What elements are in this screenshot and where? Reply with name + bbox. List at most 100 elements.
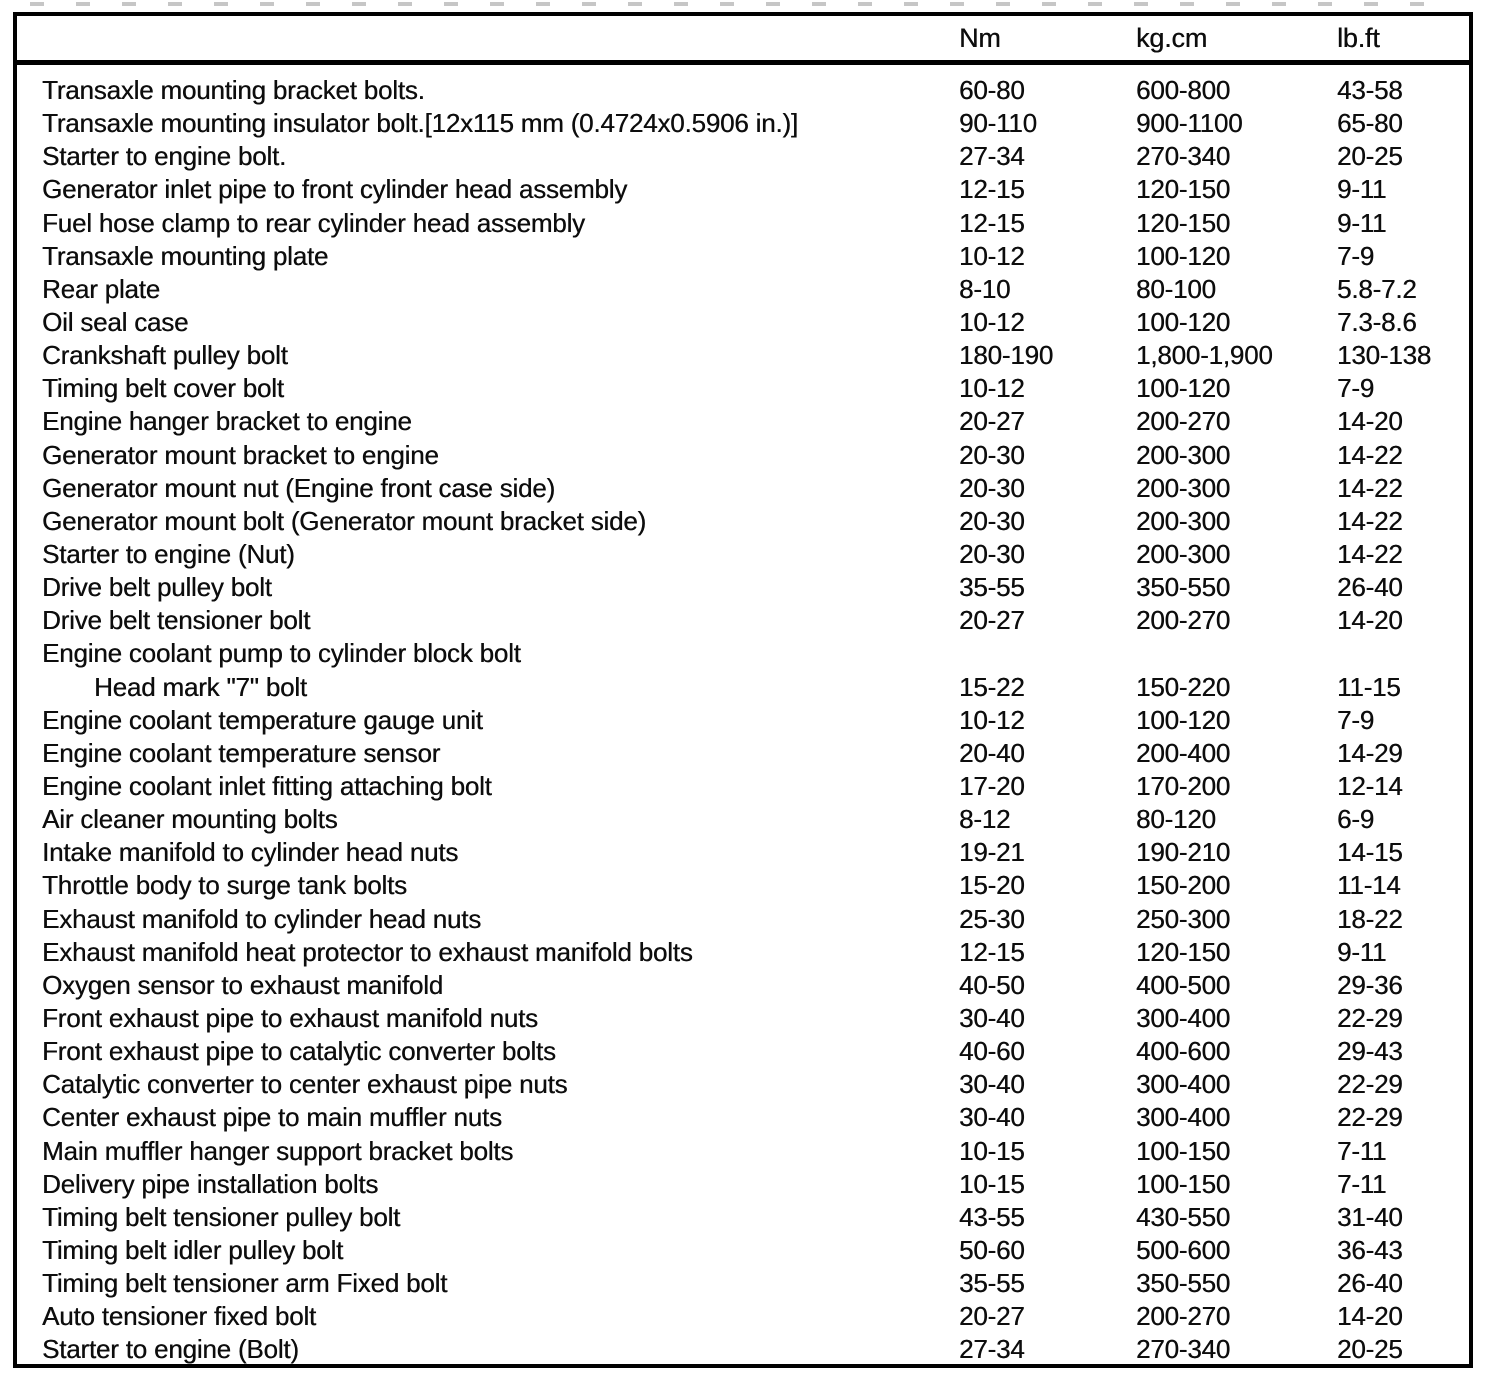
column-header-kgcm: kg.cm <box>1136 22 1208 53</box>
torque-spec-table: Nm kg.cm lb.ft Transaxle mounting bracke… <box>13 12 1473 1368</box>
cell-lbft: 43-58 <box>1337 75 1403 105</box>
cell-item: Oil seal case <box>42 306 189 337</box>
cell-kgcm: 300-400 <box>1136 1069 1231 1100</box>
cell-nm: 10-12 <box>959 306 1025 337</box>
cell-kgcm: 100-150 <box>1136 1168 1231 1199</box>
cell-kgcm: 200-400 <box>1136 737 1231 768</box>
cell-kgcm: 200-300 <box>1136 439 1231 470</box>
cell-kgcm: 200-300 <box>1136 538 1231 569</box>
cell-lbft: 20-25 <box>1337 141 1403 172</box>
cell-kgcm: 150-220 <box>1136 671 1231 702</box>
cell-kgcm: 120-150 <box>1136 174 1231 205</box>
cell-item: Generator mount bracket to engine <box>42 439 439 470</box>
cell-lbft: 14-20 <box>1337 605 1403 636</box>
cell-kgcm: 400-500 <box>1136 969 1231 1000</box>
cell-lbft: 20-25 <box>1337 1334 1403 1365</box>
table-row: Main muffler hanger support bracket bolt… <box>17 1135 1469 1168</box>
cell-lbft: 26-40 <box>1337 572 1403 603</box>
cell-item: Starter to engine bolt. <box>42 141 286 172</box>
cell-nm: 27-34 <box>959 1334 1025 1365</box>
table-row: Starter to engine bolt. 27-34 270-340 20-25 <box>17 140 1469 173</box>
cell-kgcm: 170-200 <box>1136 770 1231 801</box>
table-row: Rear plate 8-10 80-100 5.8-7.2 <box>17 273 1469 306</box>
cell-kgcm: 430-550 <box>1136 1201 1231 1232</box>
cell-nm: 20-27 <box>959 605 1025 636</box>
table-row: Starter to engine (Bolt) 27-34 270-340 20-2… <box>17 1333 1469 1366</box>
cell-item: Intake manifold to cylinder head nuts <box>42 837 459 868</box>
table-row: Generator inlet pipe to front cylinder h… <box>17 173 1469 206</box>
cell-kgcm: 100-120 <box>1136 373 1231 404</box>
cell-kgcm: 300-400 <box>1136 1002 1231 1033</box>
cell-kgcm: 350-550 <box>1136 1268 1231 1299</box>
cell-nm: 20-40 <box>959 737 1025 768</box>
table-row: Air cleaner mounting bolts 8-12 80-120 6-9 <box>17 803 1469 836</box>
table-row: Engine coolant temperature gauge unit 10-… <box>17 704 1469 737</box>
table-row: Intake manifold to cylinder head nuts 19-… <box>17 836 1469 869</box>
cell-lbft: 22-29 <box>1337 1102 1403 1133</box>
cell-kgcm: 100-120 <box>1136 240 1231 271</box>
cell-lbft: 9-11 <box>1337 936 1387 967</box>
table-row: Timing belt tensioner arm Fixed bolt 35-5… <box>17 1267 1469 1300</box>
table-row: Crankshaft pulley bolt 180-190 1,800-1,900… <box>17 339 1469 372</box>
table-row: Front exhaust pipe to catalytic converte… <box>17 1035 1469 1068</box>
cell-nm: 19-21 <box>959 837 1025 868</box>
table-row: Oil seal case 10-12 100-120 7.3-8.6 <box>17 306 1469 339</box>
cell-item: Main muffler hanger support bracket bolt… <box>42 1135 514 1166</box>
table-row: Engine coolant temperature sensor 20-40 20… <box>17 737 1469 770</box>
cell-nm: 12-15 <box>959 207 1025 238</box>
cell-nm: 35-55 <box>959 1268 1025 1299</box>
cell-lbft: 18-22 <box>1337 903 1403 934</box>
cell-item: Center exhaust pipe to main muffler nuts <box>42 1102 502 1133</box>
table-row: Auto tensioner fixed bolt 20-27 200-270 14-… <box>17 1300 1469 1333</box>
cell-item: Air cleaner mounting bolts <box>42 804 338 835</box>
cell-lbft: 65-80 <box>1337 108 1403 139</box>
cell-nm: 10-15 <box>959 1168 1025 1199</box>
cell-nm: 90-110 <box>959 108 1037 139</box>
cell-nm: 12-15 <box>959 936 1025 967</box>
cell-nm: 30-40 <box>959 1069 1025 1100</box>
table-row: Center exhaust pipe to main muffler nuts… <box>17 1101 1469 1134</box>
cell-lbft: 7-9 <box>1337 373 1374 404</box>
cell-lbft: 14-20 <box>1337 1301 1403 1332</box>
table-row: Drive belt pulley bolt 35-55 350-550 26-40 <box>17 571 1469 604</box>
cell-item: Transaxle mounting insulator bolt.[12x11… <box>42 108 798 139</box>
table-row: Fuel hose clamp to rear cylinder head as… <box>17 207 1469 240</box>
cell-lbft: 7-11 <box>1337 1168 1387 1199</box>
cell-nm: 20-30 <box>959 538 1025 569</box>
cell-item: Generator inlet pipe to front cylinder h… <box>42 174 628 205</box>
cell-nm: 30-40 <box>959 1102 1025 1133</box>
table-row: Transaxle mounting insulator bolt.[12x11… <box>17 107 1469 140</box>
column-header-lbft: lb.ft <box>1337 22 1380 53</box>
table-row: Transaxle mounting plate 10-12 100-120 7-9 <box>17 240 1469 273</box>
cell-item: Timing belt cover bolt <box>42 373 284 404</box>
cell-item: Head mark "7" bolt <box>94 671 307 702</box>
cell-item: Oxygen sensor to exhaust manifold <box>42 969 443 1000</box>
cell-kgcm: 900-1100 <box>1136 108 1243 139</box>
cell-item: Engine coolant pump to cylinder block bo… <box>42 638 521 669</box>
cell-nm: 40-50 <box>959 969 1025 1000</box>
cell-item: Throttle body to surge tank bolts <box>42 870 407 901</box>
cell-item: Front exhaust pipe to exhaust manifold n… <box>42 1002 538 1033</box>
cell-item: Catalytic converter to center exhaust pi… <box>42 1069 568 1100</box>
cell-item: Exhaust manifold heat protector to exhau… <box>42 936 693 967</box>
table-row: Engine coolant pump to cylinder block bo… <box>17 637 1469 670</box>
cell-item: Starter to engine (Bolt) <box>42 1334 299 1365</box>
cell-lbft: 7.3-8.6 <box>1337 306 1417 337</box>
table-row: Engine hanger bracket to engine 20-27 200-… <box>17 405 1469 438</box>
cell-kgcm: 400-600 <box>1136 1036 1231 1067</box>
cell-kgcm: 100-120 <box>1136 704 1231 735</box>
cell-kgcm: 350-550 <box>1136 572 1231 603</box>
cell-nm: 15-22 <box>959 671 1025 702</box>
cell-lbft: 29-36 <box>1337 969 1403 1000</box>
cell-kgcm: 270-340 <box>1136 1334 1231 1365</box>
table-row: Throttle body to surge tank bolts 15-20 15… <box>17 869 1469 902</box>
cell-item: Engine coolant inlet fitting attaching b… <box>42 770 492 801</box>
cell-item: Drive belt pulley bolt <box>42 572 272 603</box>
cell-nm: 30-40 <box>959 1002 1025 1033</box>
cell-lbft: 130-138 <box>1337 340 1432 371</box>
table-row: Catalytic converter to center exhaust pi… <box>17 1068 1469 1101</box>
cell-item: Transaxle mounting plate <box>42 240 329 271</box>
cell-kgcm: 120-150 <box>1136 936 1231 967</box>
cell-lbft: 7-11 <box>1337 1135 1387 1166</box>
cell-kgcm: 200-300 <box>1136 505 1231 536</box>
